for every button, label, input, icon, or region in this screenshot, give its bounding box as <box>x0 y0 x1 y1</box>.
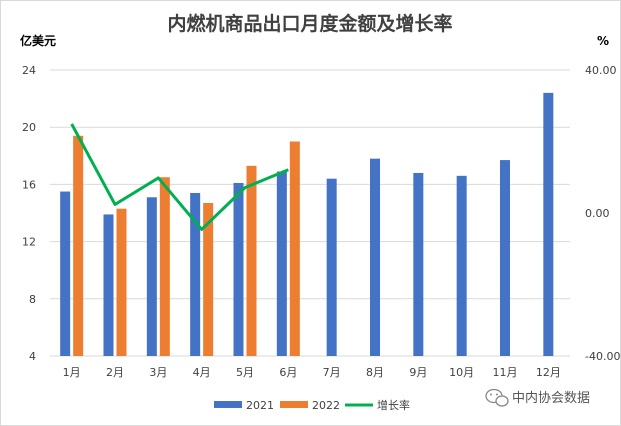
tick-labels: 4 8 12 16 20 24 -40.00 0.00 40.00 1月 2月 3月 4月 5月 6月 7月 8… <box>22 64 620 379</box>
legend-label: 2021 <box>246 399 274 412</box>
bar-2021 <box>326 178 337 356</box>
x-tick-label: 4月 <box>193 366 211 379</box>
bar-2022 <box>116 208 127 356</box>
legend: 2021 2022 增长率 <box>214 398 410 412</box>
bar-2021 <box>543 92 554 356</box>
y-axis-left-unit: 亿美元 <box>20 33 56 48</box>
y-left-tick-label: 20 <box>22 121 36 134</box>
bar-2021 <box>60 191 71 356</box>
bar-2022 <box>159 177 170 356</box>
x-tick-label: 1月 <box>63 366 81 379</box>
x-tick-label: 11月 <box>493 366 518 379</box>
watermark: 中内协会数据 <box>485 388 590 407</box>
y-right-tick-label: 40.00 <box>585 64 617 77</box>
y-left-tick-label: 4 <box>29 350 36 363</box>
bar-2021 <box>103 214 114 356</box>
y-left-tick-label: 8 <box>29 293 36 306</box>
y-right-tick-label: 0.00 <box>585 207 610 220</box>
bar-2021 <box>276 171 287 356</box>
bars <box>60 92 554 356</box>
bar-2022 <box>203 202 214 356</box>
legend-label: 2022 <box>312 399 340 412</box>
watermark-text: 中内协会数据 <box>512 390 590 406</box>
bar-2022 <box>73 135 84 356</box>
gridlines <box>50 69 570 357</box>
x-tick-label: 12月 <box>536 366 561 379</box>
bar-2022 <box>246 165 257 356</box>
x-tick-label: 5月 <box>236 366 254 379</box>
x-tick-label: 9月 <box>409 366 427 379</box>
bar-2022 <box>289 141 300 356</box>
y-left-tick-label: 16 <box>22 178 36 191</box>
y-axis-right-unit: % <box>597 34 609 48</box>
x-tick-label: 10月 <box>449 366 474 379</box>
chart-title: 内燃机商品出口月度金额及增长率 <box>167 12 452 35</box>
bar-2021 <box>500 160 510 356</box>
y-right-tick-label: -40.00 <box>585 350 620 363</box>
bar-2021 <box>370 158 380 356</box>
growth-line-group <box>70 123 289 231</box>
legend-swatch-2021 <box>214 401 242 408</box>
x-tick-label: 8月 <box>366 366 384 379</box>
bar-2021 <box>413 172 424 356</box>
bar-2021 <box>456 175 467 356</box>
x-tick-label: 7月 <box>323 366 341 379</box>
bar-2021 <box>233 182 244 356</box>
legend-swatch-2022 <box>280 401 308 408</box>
x-tick-label: 6月 <box>279 366 297 379</box>
y-left-tick-label: 24 <box>22 64 36 77</box>
x-tick-label: 2月 <box>106 366 124 379</box>
wechat-icon <box>485 388 509 407</box>
x-tick-label: 3月 <box>149 366 167 379</box>
bar-2021 <box>146 197 157 356</box>
legend-label: 增长率 <box>377 398 410 412</box>
bar-2021 <box>190 192 201 356</box>
growth-rate-line <box>70 123 289 231</box>
y-left-tick-label: 12 <box>22 236 36 249</box>
